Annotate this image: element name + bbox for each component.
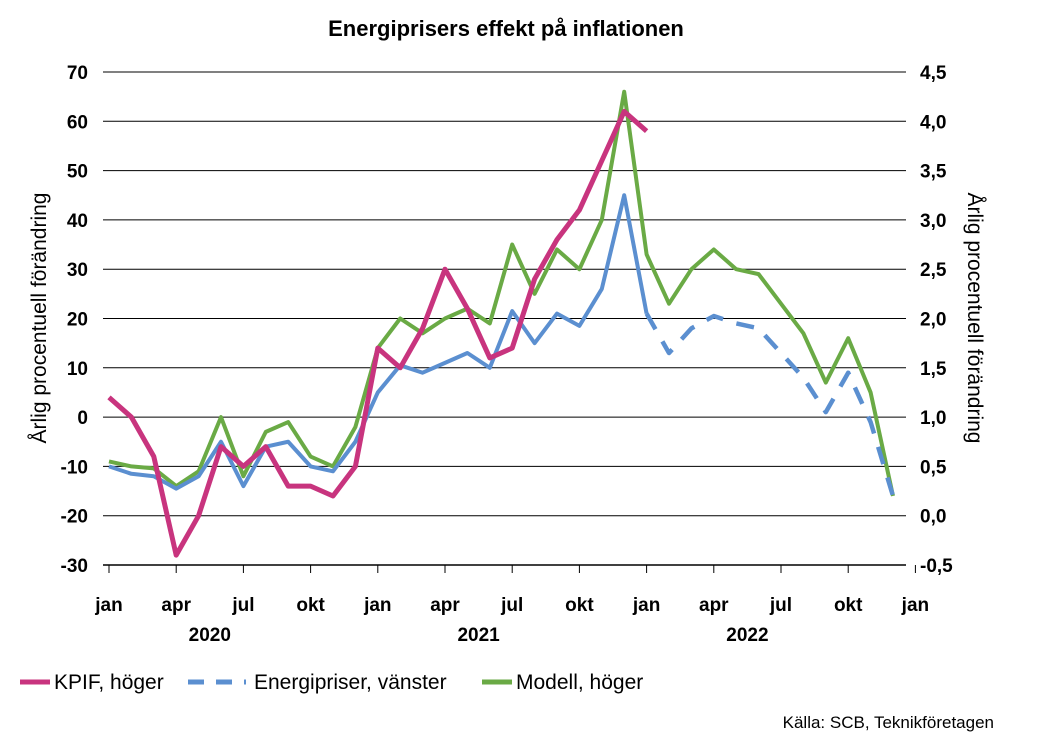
left-tick-label: 40 [67, 211, 88, 232]
x-year-label: 2022 [726, 625, 768, 646]
right-tick-label: 2,0 [920, 310, 946, 331]
right-axis-title: Årlig procentuell förändring [963, 193, 986, 444]
x-year-label: 2020 [189, 625, 231, 646]
left-axis-title: Årlig procentuell förändring [28, 193, 51, 444]
legend-label-kpif: KPIF, höger [54, 671, 164, 694]
legend-label-energipriser: Energipriser, vänster [254, 671, 447, 694]
right-tick-label: 1,5 [920, 359, 947, 380]
right-tick-label: 0,5 [920, 457, 947, 478]
x-tick-label: jul [769, 595, 792, 616]
x-tick-label: jan [363, 595, 391, 616]
left-tick-label: -20 [61, 507, 88, 528]
right-tick-label: 2,5 [920, 260, 947, 281]
x-tick-label: jul [500, 595, 523, 616]
source-note: Källa: SCB, Teknikföretagen [783, 713, 994, 732]
legend-label-modell: Modell, höger [516, 671, 643, 694]
right-axis-ticks: -0,5 0,0 0,5 1,0 1,5 2,0 2,5 3,0 3,5 4,0 4,5 [920, 63, 953, 577]
left-tick-label: -30 [61, 556, 88, 577]
left-tick-label: 10 [67, 359, 88, 380]
right-tick-label: 4,0 [920, 112, 946, 133]
left-tick-label: -10 [61, 457, 88, 478]
energipriser-line-dashed [644, 312, 896, 497]
axes [103, 564, 916, 573]
series-lines [107, 89, 896, 558]
energipriser-line-solid [108, 193, 649, 491]
right-tick-label: 0,0 [920, 507, 946, 528]
right-tick-label: 3,5 [920, 162, 947, 183]
x-tick-label: apr [699, 595, 729, 616]
x-tick-label: jan [94, 595, 122, 616]
left-tick-label: 60 [67, 112, 88, 133]
left-tick-label: 70 [67, 63, 88, 84]
x-year-label: 2021 [457, 625, 500, 646]
right-tick-label: -0,5 [920, 556, 953, 577]
x-tick-label: jan [901, 595, 929, 616]
right-tick-label: 1,0 [920, 408, 946, 429]
right-tick-label: 3,0 [920, 211, 946, 232]
chart-title: Energiprisers effekt på inflationen [328, 16, 684, 41]
left-axis-ticks: -30 -20 -10 0 10 20 30 40 50 60 70 [61, 63, 88, 577]
x-tick-label: jan [632, 595, 660, 616]
x-tick-label: okt [834, 595, 863, 616]
x-tick-label: jul [231, 595, 254, 616]
kpif-line [107, 108, 649, 558]
left-tick-label: 30 [67, 260, 88, 281]
left-tick-label: 0 [77, 408, 88, 429]
x-tick-label: apr [161, 595, 191, 616]
right-tick-label: 4,5 [920, 63, 947, 84]
x-tick-label: okt [296, 595, 325, 616]
legend: KPIF, höger Energipriser, vänster Modell, … [20, 671, 643, 694]
left-tick-label: 20 [67, 310, 88, 331]
x-tick-label: okt [565, 595, 594, 616]
x-tick-label: apr [430, 595, 460, 616]
x-axis-ticks: jan apr jul okt jan apr jul okt jan apr jul okt jan 2… [94, 595, 929, 646]
left-tick-label: 50 [67, 162, 88, 183]
modell-line [108, 89, 895, 497]
